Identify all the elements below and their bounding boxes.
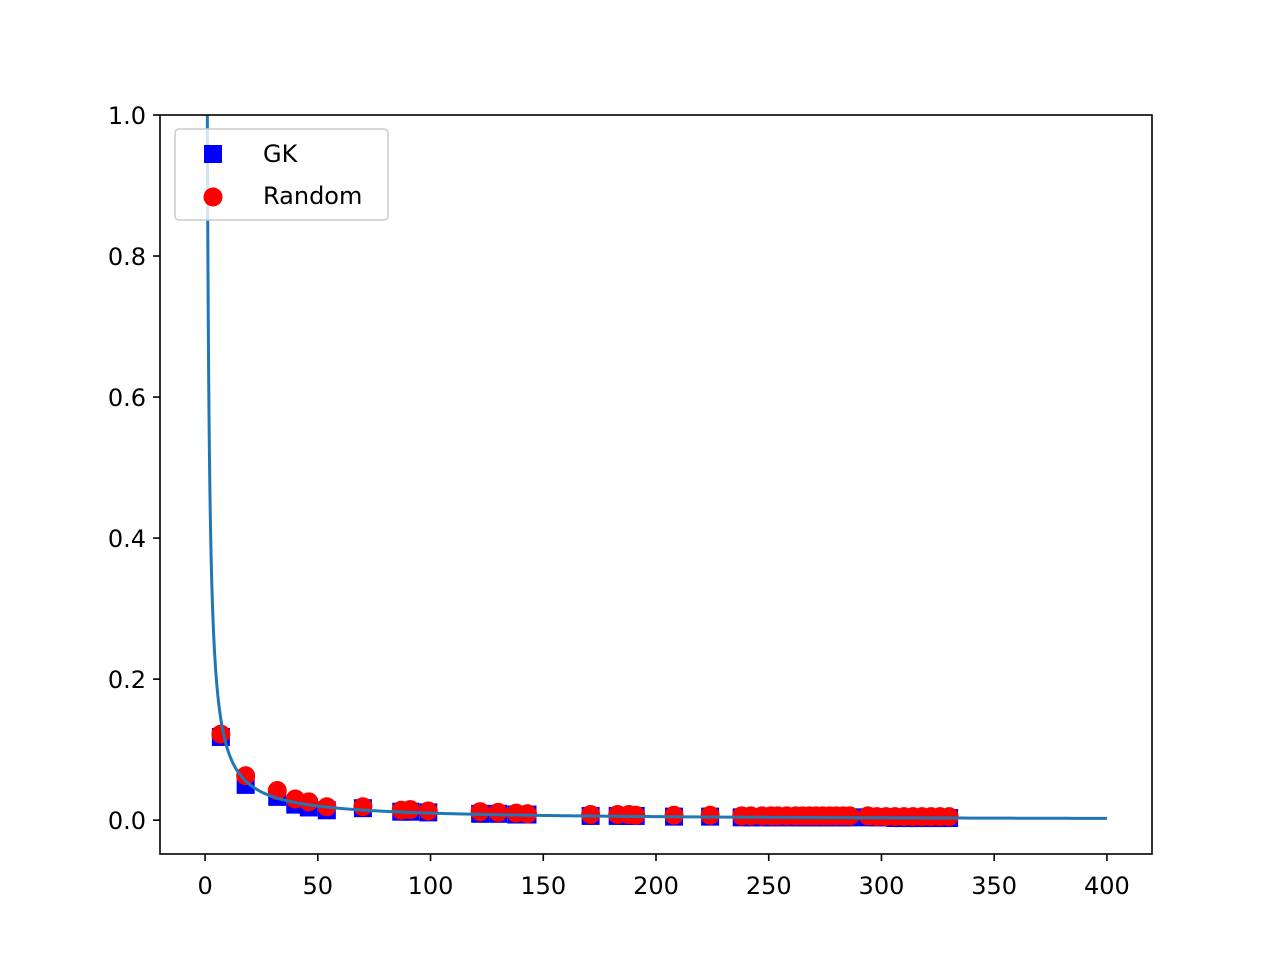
x-tick-label: 400	[1084, 872, 1130, 900]
legend-box	[174, 128, 389, 221]
legend-marker-random	[203, 187, 223, 207]
random-point	[400, 800, 420, 820]
random-point	[840, 806, 860, 826]
random-point	[488, 802, 508, 822]
x-tick-label: 150	[520, 872, 566, 900]
y-tick-label: 0.8	[108, 243, 146, 271]
x-tick-label: 300	[859, 872, 905, 900]
fit-curve	[205, 114, 1107, 820]
random-point	[353, 797, 373, 817]
legend: GK Random	[174, 128, 389, 221]
x-tick-label: 350	[971, 872, 1017, 900]
plot-layer	[205, 114, 1107, 828]
x-tick-label: 50	[303, 872, 334, 900]
ticks-layer: 0 50 100 150 200 250 300 350 400 0.0 0.2 0.4 0.6 0.8 1…	[108, 102, 1130, 900]
random-point	[299, 792, 319, 812]
y-tick-label: 0.2	[108, 666, 146, 694]
random-point	[700, 805, 720, 825]
y-tick-label: 1.0	[108, 102, 146, 130]
y-tick-label: 0.0	[108, 807, 146, 835]
x-tick-label: 100	[408, 872, 454, 900]
legend-label-random: Random	[263, 182, 362, 210]
legend-label-gk: GK	[263, 140, 299, 168]
random-point	[581, 805, 601, 825]
x-tick-label: 250	[746, 872, 792, 900]
random-point	[418, 801, 438, 821]
random-point	[236, 766, 256, 786]
random-point	[664, 805, 684, 825]
y-tick-label: 0.6	[108, 384, 146, 412]
x-tick-label: 200	[633, 872, 679, 900]
x-tick-label: 0	[197, 872, 212, 900]
y-tick-label: 0.4	[108, 525, 146, 553]
random-point	[470, 802, 490, 822]
legend-marker-gk	[204, 145, 222, 163]
